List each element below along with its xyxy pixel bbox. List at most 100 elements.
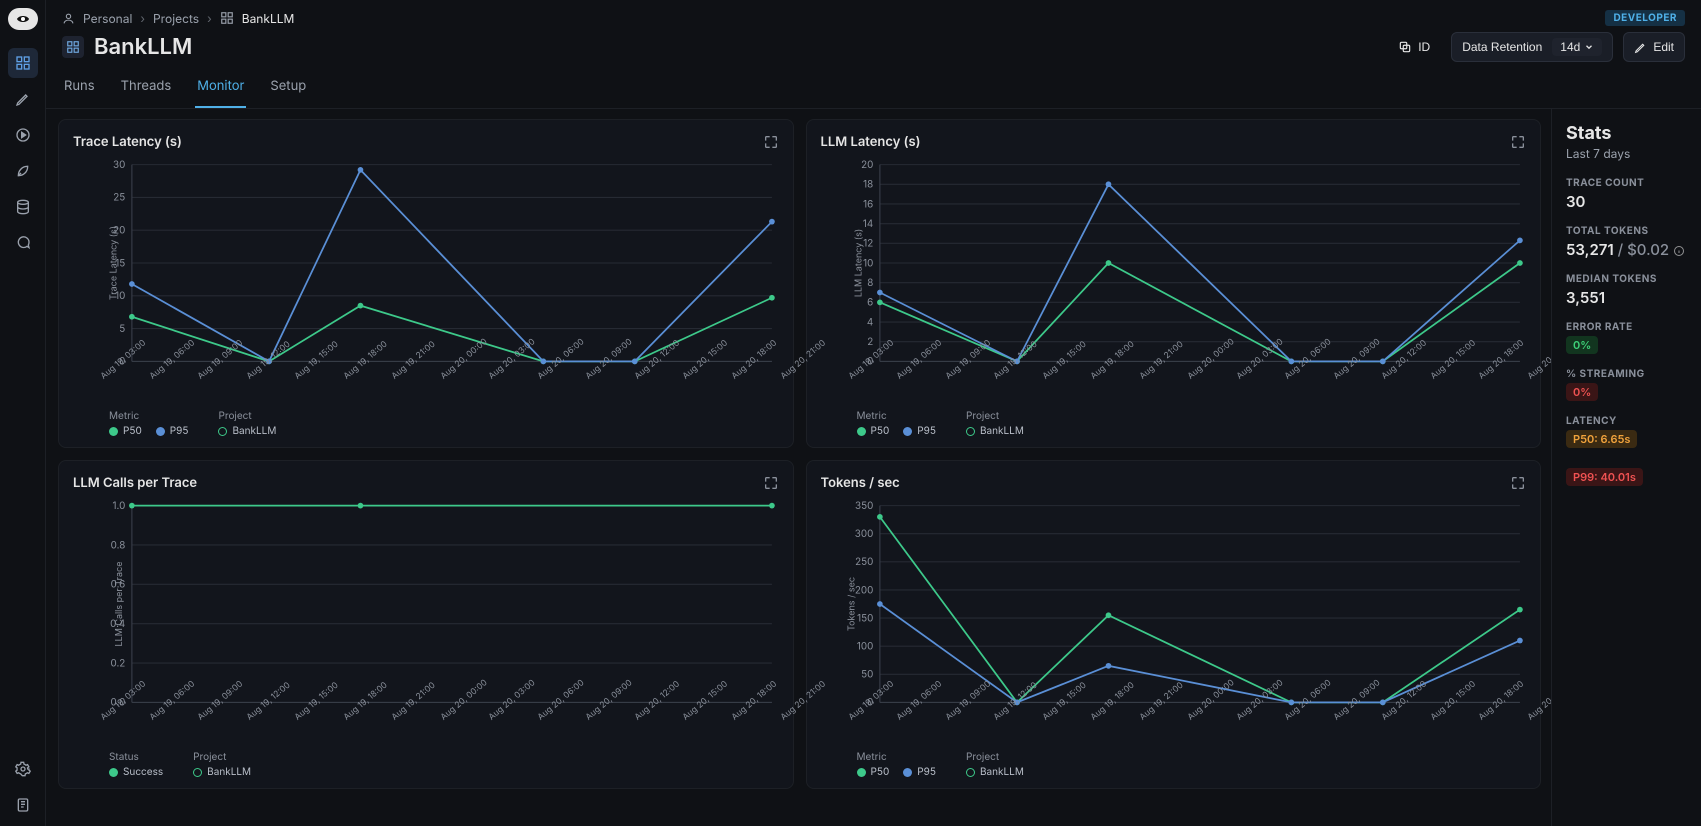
chart-card-llm-calls: LLM Calls per Trace LLM Calls per Trace 0.… bbox=[58, 460, 794, 789]
nav-dashboard-icon[interactable] bbox=[8, 48, 38, 78]
copy-id-button[interactable]: ID bbox=[1387, 32, 1441, 62]
svg-text:50: 50 bbox=[861, 669, 873, 681]
edit-label: Edit bbox=[1653, 40, 1674, 54]
stats-subheading: Last 7 days bbox=[1566, 146, 1687, 161]
tab-runs[interactable]: Runs bbox=[62, 68, 97, 108]
latency-p50: P50: 6.65s bbox=[1566, 430, 1637, 448]
y-axis-label: Trace Latency (s) bbox=[109, 226, 120, 300]
svg-text:150: 150 bbox=[857, 612, 873, 624]
svg-text:1.0: 1.0 bbox=[112, 500, 125, 512]
expand-icon[interactable] bbox=[763, 134, 779, 150]
chart-legend: StatusSuccessProjectBankLLM bbox=[109, 751, 779, 778]
svg-text:30: 30 bbox=[113, 159, 125, 171]
expand-icon[interactable] bbox=[1510, 134, 1526, 150]
total-tokens-value: 53,271 / $0.02 bbox=[1566, 240, 1687, 259]
chart-plot: 050100150200250300350 bbox=[847, 499, 1527, 709]
svg-text:4: 4 bbox=[866, 316, 872, 328]
tab-threads[interactable]: Threads bbox=[119, 68, 174, 108]
svg-text:16: 16 bbox=[863, 198, 873, 210]
nav-play-icon[interactable] bbox=[8, 120, 38, 150]
nav-rocket-icon[interactable] bbox=[8, 156, 38, 186]
retention-value-pill: 14d bbox=[1552, 38, 1602, 56]
svg-text:8: 8 bbox=[867, 277, 873, 289]
crumb-personal[interactable]: Personal bbox=[83, 11, 132, 26]
info-icon[interactable] bbox=[1673, 245, 1685, 257]
streaming-label: % STREAMING bbox=[1566, 368, 1687, 380]
data-retention-select[interactable]: Data Retention 14d bbox=[1451, 32, 1613, 62]
legend-item[interactable]: P50 bbox=[857, 425, 890, 437]
chart-title: Trace Latency (s) bbox=[73, 134, 182, 150]
expand-icon[interactable] bbox=[763, 475, 779, 491]
nav-pen-icon[interactable] bbox=[8, 84, 38, 114]
x-axis-ticks: Aug 19, 03:00Aug 19, 06:00Aug 19, 09:00A… bbox=[99, 370, 779, 404]
chart-card-tokens-sec: Tokens / secTokens / sec0501001502002503… bbox=[806, 460, 1542, 789]
chart-title: Tokens / sec bbox=[821, 475, 900, 491]
svg-text:350: 350 bbox=[855, 500, 873, 512]
nav-docs-icon[interactable] bbox=[8, 790, 38, 820]
legend-item[interactable]: P95 bbox=[903, 766, 936, 778]
breadcrumb: Personal › Projects › BankLLM DEVELOPER bbox=[46, 0, 1701, 30]
trace-count-label: TRACE COUNT bbox=[1566, 177, 1687, 189]
charts-scroll[interactable]: Trace Latency (s)Trace Latency (s)051015… bbox=[46, 109, 1551, 826]
error-rate-label: ERROR RATE bbox=[1566, 321, 1687, 333]
nav-database-icon[interactable] bbox=[8, 192, 38, 222]
nav-rail bbox=[0, 0, 46, 826]
chart-title: LLM Latency (s) bbox=[821, 134, 921, 150]
chevron-down-icon bbox=[1584, 42, 1594, 52]
legend-item[interactable]: Success bbox=[109, 766, 163, 778]
copy-icon bbox=[1398, 40, 1412, 54]
svg-text:250: 250 bbox=[855, 556, 873, 568]
legend-item[interactable]: P95 bbox=[156, 425, 189, 437]
svg-text:25: 25 bbox=[113, 192, 125, 204]
retention-label: Data Retention bbox=[1462, 40, 1542, 54]
svg-text:2: 2 bbox=[867, 336, 873, 348]
retention-value: 14d bbox=[1560, 40, 1580, 54]
chart-plot: 051015202530 bbox=[99, 158, 779, 368]
y-axis-label: Tokens / sec bbox=[846, 577, 857, 631]
svg-text:100: 100 bbox=[856, 640, 872, 652]
chart-legend: MetricP50P95ProjectBankLLM bbox=[857, 410, 1527, 437]
median-tokens-value: 3,551 bbox=[1566, 288, 1687, 307]
svg-text:0.8: 0.8 bbox=[111, 539, 126, 551]
chevron-right-icon: › bbox=[140, 11, 145, 26]
chart-title: LLM Calls per Trace bbox=[73, 475, 197, 491]
y-axis-label: LLM Calls per Trace bbox=[114, 562, 125, 647]
legend-item[interactable]: BankLLM bbox=[966, 766, 1024, 778]
page-title: BankLLM bbox=[94, 34, 192, 60]
legend-item[interactable]: BankLLM bbox=[218, 425, 276, 437]
svg-text:0.2: 0.2 bbox=[110, 657, 125, 669]
expand-icon[interactable] bbox=[1510, 475, 1526, 491]
legend-item[interactable]: P95 bbox=[903, 425, 936, 437]
crumb-projects[interactable]: Projects bbox=[153, 11, 199, 26]
legend-item[interactable]: P50 bbox=[109, 425, 142, 437]
project-icon bbox=[62, 36, 84, 58]
stats-heading: Stats bbox=[1566, 123, 1687, 144]
latency-label: LATENCY bbox=[1566, 415, 1687, 427]
grid-icon bbox=[220, 11, 234, 25]
tab-monitor[interactable]: Monitor bbox=[195, 68, 246, 108]
nav-chat-icon[interactable] bbox=[8, 228, 38, 258]
chart-legend: MetricP50P95ProjectBankLLM bbox=[109, 410, 779, 437]
chart-plot: 02468101214161820 bbox=[847, 158, 1527, 368]
tab-setup[interactable]: Setup bbox=[268, 68, 308, 108]
legend-item[interactable]: P50 bbox=[857, 766, 890, 778]
svg-text:5: 5 bbox=[119, 323, 125, 335]
nav-settings-icon[interactable] bbox=[8, 754, 38, 784]
svg-text:18: 18 bbox=[863, 179, 873, 191]
app-logo[interactable] bbox=[8, 8, 38, 30]
streaming-value: 0% bbox=[1566, 383, 1598, 401]
id-label: ID bbox=[1418, 40, 1430, 54]
x-axis-ticks: Aug 19, 03:00Aug 19, 06:00Aug 19, 09:00A… bbox=[847, 711, 1527, 745]
legend-item[interactable]: BankLLM bbox=[966, 425, 1024, 437]
legend-item[interactable]: BankLLM bbox=[193, 766, 251, 778]
crumb-project-name: BankLLM bbox=[242, 11, 295, 26]
developer-badge: DEVELOPER bbox=[1605, 10, 1685, 26]
x-axis-ticks: Aug 19, 03:00Aug 19, 06:00Aug 19, 09:00A… bbox=[99, 711, 779, 745]
chart-card-llm-latency: LLM Latency (s)LLM Latency (s)0246810121… bbox=[806, 119, 1542, 448]
user-icon bbox=[62, 12, 75, 25]
y-axis-label: LLM Latency (s) bbox=[853, 229, 864, 297]
chart-card-trace-latency: Trace Latency (s)Trace Latency (s)051015… bbox=[58, 119, 794, 448]
x-axis-ticks: Aug 19, 03:00Aug 19, 06:00Aug 19, 09:00A… bbox=[847, 370, 1527, 404]
pencil-icon bbox=[1634, 41, 1647, 54]
edit-button[interactable]: Edit bbox=[1623, 32, 1685, 62]
